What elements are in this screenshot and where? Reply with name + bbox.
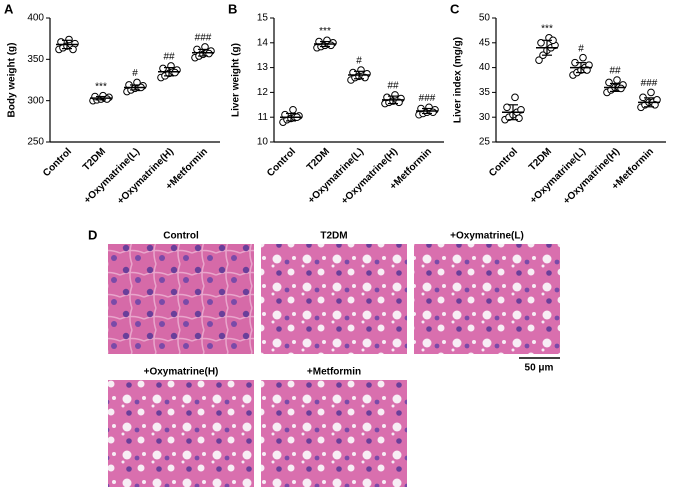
x-tick-label: T2DM — [527, 146, 554, 173]
data-point — [605, 78, 613, 87]
y-tick-label: 300 — [27, 95, 44, 106]
y-tick-label: 400 — [27, 13, 44, 24]
significance: *** — [319, 26, 331, 37]
data-point — [617, 84, 625, 93]
x-tick-label: T2DM — [305, 146, 332, 173]
data-point — [517, 105, 525, 114]
y-tick-label: 350 — [27, 54, 44, 65]
x-tick-label: Control — [487, 146, 520, 179]
y-axis-label: Body weight (g) — [7, 43, 18, 118]
data-point — [159, 64, 167, 73]
significance: ## — [163, 52, 175, 63]
significance: *** — [95, 81, 107, 92]
significance: ### — [195, 33, 212, 44]
significance: # — [356, 56, 362, 67]
data-point — [133, 78, 141, 87]
x-tick-label: T2DM — [81, 146, 108, 173]
significance: # — [578, 43, 584, 54]
y-tick-label: 250 — [27, 137, 44, 148]
data-point — [537, 39, 545, 47]
histology-panel: D Control T2DM +Oxymatrine(L) +Oxymatrin… — [88, 227, 560, 487]
significance: ### — [419, 93, 436, 104]
data-point — [583, 66, 591, 74]
y-tick-label: 11 — [258, 112, 269, 123]
y-tick-label: 12 — [257, 87, 269, 98]
image-title: +Oxymatrine(L) — [450, 231, 524, 242]
significance: ## — [609, 66, 621, 77]
image-title: T2DM — [320, 231, 347, 242]
data-point — [515, 114, 523, 122]
data-point — [69, 45, 77, 54]
data-point — [201, 43, 209, 51]
panel-label: B — [228, 1, 237, 16]
significance: ### — [641, 78, 658, 89]
y-axis-label: Liver weight (g) — [231, 43, 242, 117]
data-point — [327, 41, 335, 50]
data-point — [103, 95, 111, 103]
y-tick-label: 35 — [479, 87, 491, 98]
y-tick-label: 40 — [479, 62, 491, 73]
histology-image — [261, 380, 407, 487]
y-tick-label: 14 — [257, 37, 269, 48]
data-point — [535, 56, 543, 64]
data-point — [205, 49, 213, 58]
y-tick-label: 50 — [479, 13, 491, 24]
data-point — [511, 93, 519, 102]
data-point — [503, 103, 511, 112]
data-point — [171, 68, 179, 77]
histology-image — [414, 244, 560, 354]
panel-label: A — [4, 1, 14, 16]
y-tick-label: 13 — [257, 62, 269, 73]
y-tick-label: 25 — [479, 137, 491, 148]
histology-image — [261, 244, 407, 354]
y-axis-label: Liver index (mg/g) — [453, 37, 464, 123]
panel-label: D — [88, 227, 97, 242]
x-tick-label: Control — [41, 146, 74, 179]
data-point — [647, 88, 655, 97]
image-title: Control — [163, 231, 199, 242]
image-title: +Metformin — [307, 367, 361, 378]
significance: *** — [541, 23, 553, 34]
significance: # — [132, 68, 138, 79]
data-point — [289, 105, 297, 114]
significance: ## — [387, 81, 399, 92]
y-tick-label: 45 — [479, 37, 491, 48]
data-point — [613, 76, 621, 84]
y-tick-label: 15 — [257, 13, 269, 24]
panel-label: C — [450, 1, 460, 16]
histology-image — [108, 380, 254, 487]
histology-image — [108, 244, 254, 354]
data-point — [429, 108, 437, 117]
data-point — [579, 53, 587, 62]
x-tick-label: Control — [265, 146, 298, 179]
y-tick-label: 30 — [479, 112, 491, 123]
scale-bar-label: 50 μm — [525, 363, 554, 374]
y-tick-label: 10 — [257, 137, 269, 148]
image-title: +Oxymatrine(H) — [144, 367, 219, 378]
